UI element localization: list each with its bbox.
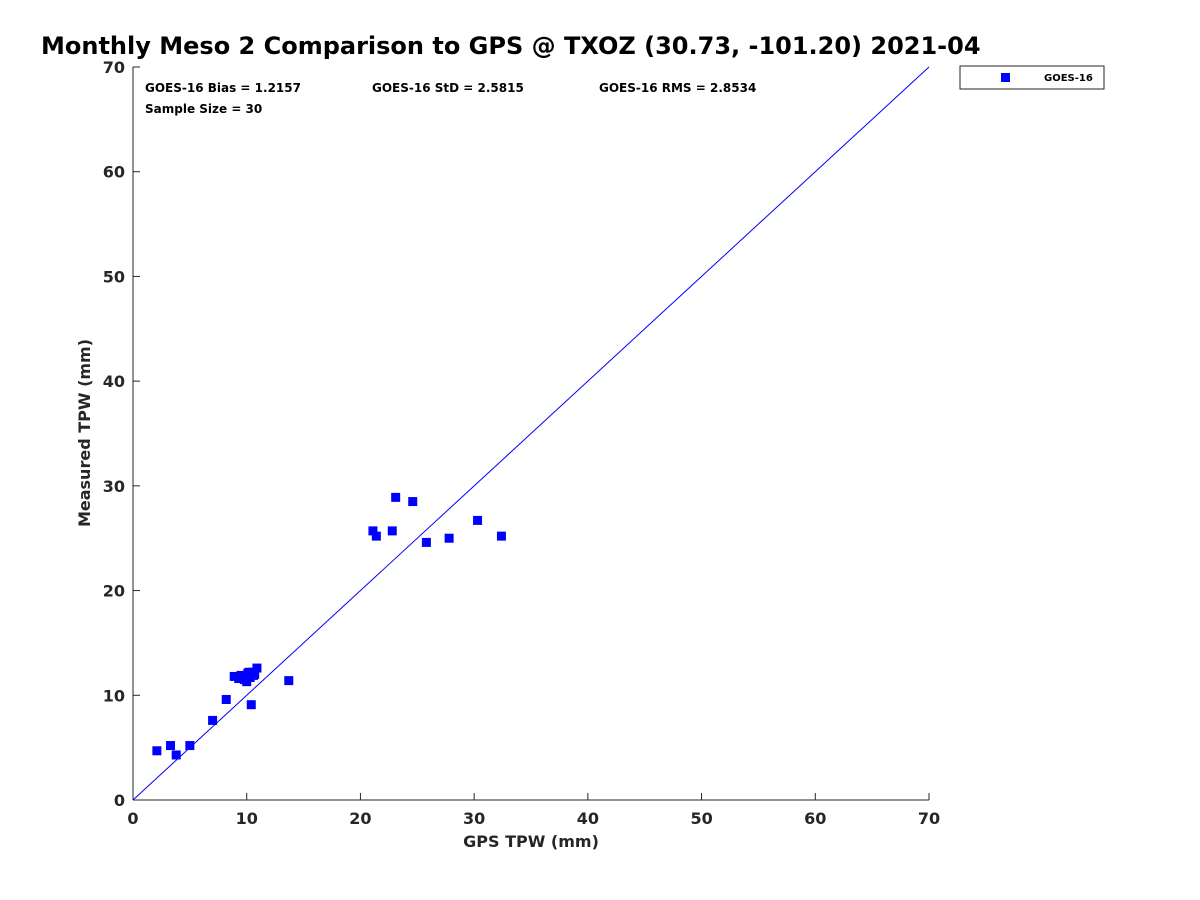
data-point (408, 497, 418, 507)
y-tick-label: 0 (114, 791, 125, 810)
data-point (444, 533, 454, 543)
chart-title: Monthly Meso 2 Comparison to GPS @ TXOZ … (41, 32, 981, 60)
y-tick-label: 70 (103, 58, 125, 77)
one-to-one-reference-line (132, 66, 930, 801)
x-tick-label: 70 (918, 809, 940, 828)
plot-area: 0 10 20 30 40 50 60 70 0 10 20 30 40 50 60 70 (103, 58, 940, 828)
data-point (387, 526, 397, 536)
data-point (496, 531, 506, 541)
data-point (244, 667, 254, 677)
data-points (152, 492, 506, 760)
legend-label: GOES-16 (1044, 73, 1093, 84)
data-point (252, 663, 262, 673)
data-point (208, 715, 218, 725)
data-point (237, 674, 247, 684)
y-tick-label: 60 (103, 163, 125, 182)
data-point (371, 531, 381, 541)
y-tick-label: 30 (103, 477, 125, 496)
x-tick-label: 10 (236, 809, 258, 828)
data-point (246, 700, 256, 710)
x-axis-label: GPS TPW (mm) (463, 832, 599, 851)
stat-sample-size: Sample Size = 30 (145, 102, 262, 116)
stat-rms: GOES-16 RMS = 2.8534 (599, 81, 756, 95)
x-axis-ticks: 0 10 20 30 40 50 60 70 (127, 793, 940, 828)
data-point (152, 746, 162, 756)
y-axis-ticks: 0 10 20 30 40 50 60 70 (103, 58, 140, 810)
x-tick-label: 40 (577, 809, 599, 828)
data-point (421, 537, 431, 547)
y-tick-label: 20 (103, 582, 125, 601)
x-tick-label: 60 (804, 809, 826, 828)
data-point (229, 671, 239, 681)
x-tick-label: 30 (463, 809, 485, 828)
data-point (166, 741, 176, 751)
y-tick-label: 10 (103, 686, 125, 705)
data-point (221, 694, 231, 704)
y-tick-label: 50 (103, 267, 125, 286)
y-tick-label: 40 (103, 372, 125, 391)
data-point (249, 670, 259, 680)
x-tick-label: 50 (690, 809, 712, 828)
data-point (368, 526, 378, 536)
x-tick-label: 20 (349, 809, 371, 828)
y-axis-label: Measured TPW (mm) (75, 339, 94, 527)
data-point (171, 750, 181, 760)
data-point (185, 741, 195, 751)
x-tick-label: 0 (127, 809, 138, 828)
data-point (391, 492, 401, 502)
data-point (284, 676, 294, 686)
legend-box (959, 65, 1105, 90)
stat-std: GOES-16 StD = 2.5815 (372, 81, 524, 95)
data-point (473, 515, 483, 525)
legend-marker-square (1001, 73, 1010, 82)
stat-bias: GOES-16 Bias = 1.2157 (145, 81, 301, 95)
legend: GOES-16 (959, 65, 1105, 90)
